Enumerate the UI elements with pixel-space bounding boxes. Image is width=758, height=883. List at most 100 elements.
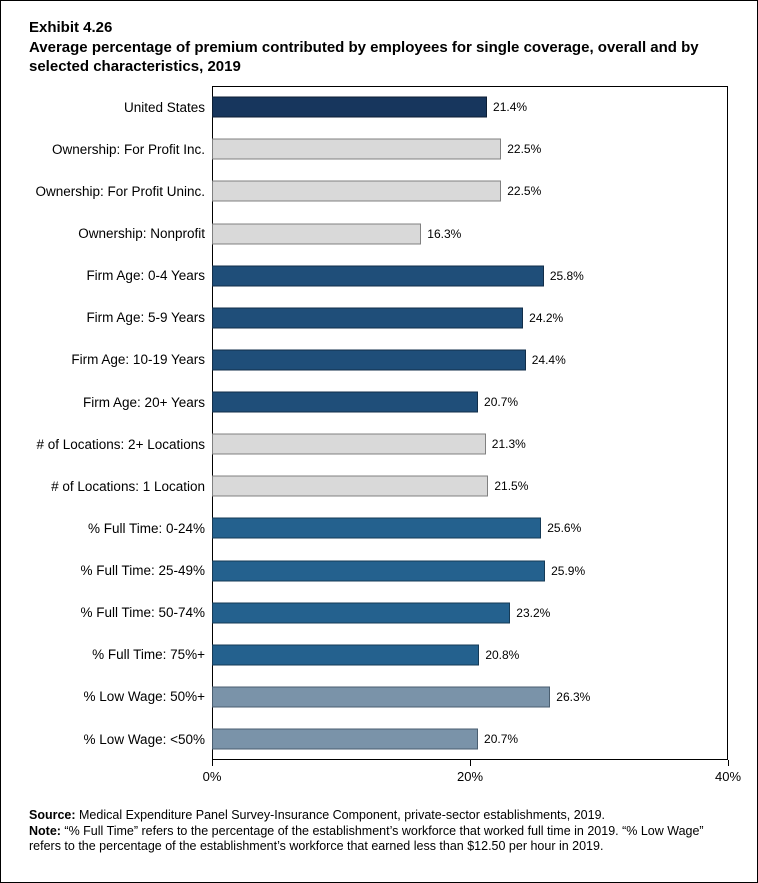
x-tick <box>728 760 729 767</box>
bar-row: % Low Wage: <50% 20.7% <box>1 718 757 760</box>
category-label: % Low Wage: <50% <box>83 731 205 747</box>
x-tick-label: 0% <box>202 769 222 785</box>
category-label: % Full Time: 25-49% <box>80 563 205 579</box>
category-label: % Low Wage: 50%+ <box>83 689 205 705</box>
category-label: % Full Time: 75%+ <box>92 647 205 663</box>
bar <box>212 223 422 245</box>
bar <box>212 307 524 329</box>
x-axis: 0% 20% 40% <box>203 760 741 792</box>
bar <box>212 96 488 118</box>
bar-track: 25.9% <box>212 549 728 591</box>
chart-title: Average percentage of premium contribute… <box>29 38 699 76</box>
category-label: Firm Age: 0-4 Years <box>86 268 205 284</box>
bar-track: 20.8% <box>212 634 728 676</box>
value-label: 22.5% <box>507 142 542 157</box>
bar <box>212 138 502 160</box>
category-label: Ownership: Nonprofit <box>78 226 205 242</box>
value-label: 25.8% <box>549 268 584 283</box>
bar <box>212 517 542 539</box>
bar <box>212 349 526 371</box>
source-label: Source: <box>29 808 76 823</box>
bar-row: % Full Time: 0-24% 25.6% <box>1 507 757 549</box>
note-label: Note: <box>29 824 61 839</box>
chart-rows: United States 21.4% Ownership: For Profit … <box>1 86 757 761</box>
x-tick-label: 40% <box>714 769 742 785</box>
x-tick <box>470 760 471 767</box>
value-label: 24.4% <box>531 352 566 367</box>
category-label: Firm Age: 5-9 Years <box>86 310 205 326</box>
value-label: 25.9% <box>551 563 586 578</box>
category-label: Firm Age: 20+ Years <box>83 394 205 410</box>
bar-chart: United States 21.4% Ownership: For Profit … <box>1 86 757 792</box>
x-tick-label: 20% <box>456 769 484 785</box>
bar-row: Firm Age: 20+ Years 20.7% <box>1 381 757 423</box>
category-label: United States <box>123 99 205 115</box>
bar <box>212 265 544 287</box>
bar-track: 21.4% <box>212 86 728 128</box>
bar-row: United States 21.4% <box>1 86 757 128</box>
bar-track: 23.2% <box>212 592 728 634</box>
footer-notes: Source: Medical Expenditure Panel Survey… <box>1 792 757 854</box>
note-text: “% Full Time” refers to the percentage o… <box>29 824 704 854</box>
bar-track: 21.5% <box>212 465 728 507</box>
bar-row: Firm Age: 5-9 Years 24.2% <box>1 297 757 339</box>
value-label: 22.5% <box>507 184 542 199</box>
bar-track: 20.7% <box>212 381 728 423</box>
bar-row: # of Locations: 1 Location 21.5% <box>1 465 757 507</box>
value-label: 20.7% <box>484 732 519 747</box>
bar-row: % Low Wage: 50%+ 26.3% <box>1 676 757 718</box>
value-label: 21.4% <box>493 100 528 115</box>
category-label: Ownership: For Profit Inc. <box>51 141 205 157</box>
bar <box>212 475 489 497</box>
value-label: 23.2% <box>516 605 551 620</box>
bar-row: Firm Age: 0-4 Years 25.8% <box>1 255 757 297</box>
value-label: 16.3% <box>427 226 462 241</box>
bar-track: 20.7% <box>212 718 728 760</box>
bar-row: % Full Time: 75%+ 20.8% <box>1 634 757 676</box>
category-label: % Full Time: 0-24% <box>87 520 205 536</box>
bar <box>212 644 480 666</box>
bar <box>212 602 511 624</box>
note-line: Note: “% Full Time” refers to the percen… <box>29 824 729 854</box>
bar-track: 24.2% <box>212 297 728 339</box>
category-label: Ownership: For Profit Uninc. <box>35 183 205 199</box>
bar-row: Firm Age: 10-19 Years 24.4% <box>1 339 757 381</box>
exhibit-number: Exhibit 4.26 <box>29 19 113 36</box>
bar <box>212 560 546 582</box>
title-block: Exhibit 4.26 Average percentage of premi… <box>1 1 757 77</box>
bar <box>212 180 502 202</box>
bar-row: Ownership: For Profit Inc. 22.5% <box>1 128 757 170</box>
category-label: # of Locations: 2+ Locations <box>36 436 206 452</box>
x-tick <box>212 760 213 767</box>
value-label: 25.6% <box>547 521 582 536</box>
bar-row: Ownership: Nonprofit 16.3% <box>1 212 757 254</box>
bar-track: 16.3% <box>212 212 728 254</box>
bar <box>212 433 486 455</box>
category-label: # of Locations: 1 Location <box>51 478 205 494</box>
bar-row: % Full Time: 50-74% 23.2% <box>1 592 757 634</box>
bar-track: 22.5% <box>212 128 728 170</box>
source-line: Source: Medical Expenditure Panel Survey… <box>29 808 729 823</box>
bar-row: % Full Time: 25-49% 25.9% <box>1 549 757 591</box>
value-label: 26.3% <box>556 689 591 704</box>
value-label: 24.2% <box>529 310 564 325</box>
value-label: 20.7% <box>484 395 519 410</box>
bar <box>212 686 551 708</box>
category-label: % Full Time: 50-74% <box>80 605 205 621</box>
value-label: 21.3% <box>491 437 526 452</box>
category-label: Firm Age: 10-19 Years <box>71 352 205 368</box>
bar-track: 22.5% <box>212 170 728 212</box>
value-label: 21.5% <box>494 479 529 494</box>
value-label: 20.8% <box>485 647 520 662</box>
bar-track: 25.8% <box>212 255 728 297</box>
bar-row: # of Locations: 2+ Locations 21.3% <box>1 423 757 465</box>
bar-track: 24.4% <box>212 339 728 381</box>
bar-track: 21.3% <box>212 423 728 465</box>
bar-track: 26.3% <box>212 676 728 718</box>
bar-track: 25.6% <box>212 507 728 549</box>
bar <box>212 391 479 413</box>
source-text: Medical Expenditure Panel Survey-Insuran… <box>75 808 605 823</box>
bar <box>212 728 479 750</box>
bar-row: Ownership: For Profit Uninc. 22.5% <box>1 170 757 212</box>
